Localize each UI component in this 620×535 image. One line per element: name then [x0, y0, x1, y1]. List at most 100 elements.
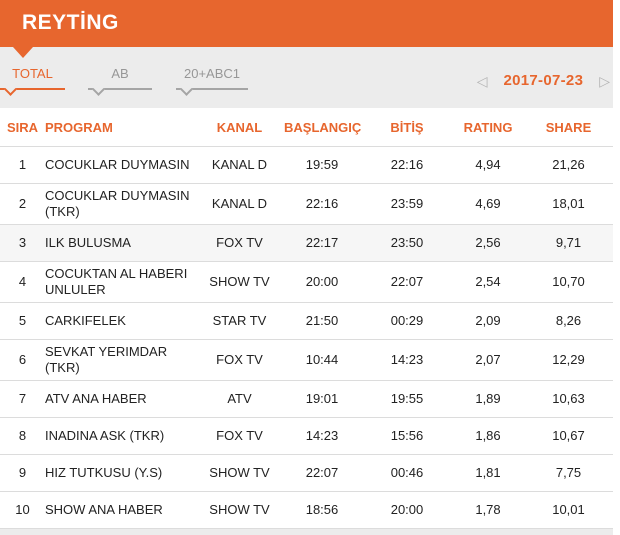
header: REYTİNG [0, 0, 613, 58]
table-row[interactable]: 10 SHOW ANA HABER SHOW TV 18:56 20:00 1,78 10,… [0, 491, 613, 529]
tab-total[interactable]: TOTAL [0, 66, 65, 90]
cell-program: HIZ TUTKUSU (Y.S) [45, 454, 197, 492]
cell-bitis: 14:23 [362, 339, 452, 381]
cell-sira: 1 [0, 146, 45, 184]
cell-sira: 6 [0, 339, 45, 381]
col-bitis: BİTİŞ [362, 108, 452, 147]
tab-ab-label: AB [111, 66, 129, 81]
table-body: 1 COCUKLAR DUYMASIN KANAL D 19:59 22:16 4,94 2… [0, 146, 613, 529]
table-row[interactable]: 8 INADINA ASK (TKR) FOX TV 14:23 15:56 1,86 10… [0, 417, 613, 455]
cell-program: SEVKAT YERIMDAR (TKR) [45, 339, 197, 381]
next-date-icon[interactable]: ▷ [599, 72, 610, 89]
cell-baslangic: 20:00 [282, 261, 362, 303]
cell-share: 10,67 [524, 417, 613, 455]
table-row[interactable]: 6 SEVKAT YERIMDAR (TKR) FOX TV 10:44 14:23 2,… [0, 339, 613, 381]
cell-rating: 1,78 [452, 491, 524, 529]
cell-bitis: 22:07 [362, 261, 452, 303]
cell-program: SHOW ANA HABER [45, 491, 197, 529]
cell-rating: 1,81 [452, 454, 524, 492]
ratings-table: SIRA PROGRAM KANAL BAŞLANGIÇ BİTİŞ RATIN… [0, 108, 613, 529]
cell-kanal: FOX TV [197, 417, 282, 455]
cell-bitis: 20:00 [362, 491, 452, 529]
cell-bitis: 23:59 [362, 183, 452, 225]
cell-program: COCUKTAN AL HABERI UNLULER [45, 261, 197, 303]
cell-rating: 4,94 [452, 146, 524, 184]
col-baslangic: BAŞLANGIÇ [282, 108, 362, 147]
subnav: TOTAL AB 20+ABC1 ◁ 2017-07-23 ▷ [0, 47, 613, 108]
cell-sira: 7 [0, 380, 45, 418]
cell-sira: 10 [0, 491, 45, 529]
cell-share: 10,01 [524, 491, 613, 529]
col-kanal: KANAL [197, 108, 282, 147]
cell-baslangic: 10:44 [282, 339, 362, 381]
cell-share: 10,63 [524, 380, 613, 418]
col-program: PROGRAM [45, 108, 197, 147]
tab-20-abc1-label: 20+ABC1 [183, 66, 240, 81]
cell-baslangic: 21:50 [282, 302, 362, 340]
cell-kanal: ATV [197, 380, 282, 418]
table-row[interactable]: 4 COCUKTAN AL HABERI UNLULER SHOW TV 20:00 2… [0, 261, 613, 303]
col-share: SHARE [524, 108, 613, 147]
cell-kanal: FOX TV [197, 339, 282, 381]
cell-rating: 2,54 [452, 261, 524, 303]
tab-total-label: TOTAL [12, 66, 53, 81]
table-row[interactable]: 1 COCUKLAR DUYMASIN KANAL D 19:59 22:16 4,94 2… [0, 146, 613, 184]
cell-program: ATV ANA HABER [45, 380, 197, 418]
cell-sira: 5 [0, 302, 45, 340]
cell-share: 9,71 [524, 224, 613, 262]
table-row[interactable]: 2 COCUKLAR DUYMASIN (TKR) KANAL D 22:16 23:5… [0, 183, 613, 225]
cell-sira: 4 [0, 261, 45, 303]
cell-share: 10,70 [524, 261, 613, 303]
cell-program: COCUKLAR DUYMASIN [45, 146, 197, 184]
cell-rating: 2,07 [452, 339, 524, 381]
cell-baslangic: 22:17 [282, 224, 362, 262]
cell-kanal: KANAL D [197, 183, 282, 225]
cell-share: 18,01 [524, 183, 613, 225]
cell-program: COCUKLAR DUYMASIN (TKR) [45, 183, 197, 225]
cell-bitis: 00:46 [362, 454, 452, 492]
cell-program: INADINA ASK (TKR) [45, 417, 197, 455]
cell-bitis: 19:55 [362, 380, 452, 418]
cell-rating: 4,69 [452, 183, 524, 225]
table-row[interactable]: 9 HIZ TUTKUSU (Y.S) SHOW TV 22:07 00:46 1,81 7… [0, 454, 613, 492]
cell-rating: 1,86 [452, 417, 524, 455]
cell-share: 12,29 [524, 339, 613, 381]
cell-kanal: FOX TV [197, 224, 282, 262]
table-row[interactable]: 7 ATV ANA HABER ATV 19:01 19:55 1,89 10,63 [0, 380, 613, 418]
cell-baslangic: 22:07 [282, 454, 362, 492]
prev-date-icon[interactable]: ◁ [476, 72, 488, 89]
col-rating: RATING [452, 108, 524, 147]
cell-bitis: 15:56 [362, 417, 452, 455]
table-row[interactable]: 5 CARKIFELEK STAR TV 21:50 00:29 2,09 8,26 [0, 302, 613, 340]
cell-kanal: SHOW TV [197, 261, 282, 303]
cell-kanal: SHOW TV [197, 454, 282, 492]
cell-kanal: STAR TV [197, 302, 282, 340]
cell-baslangic: 18:56 [282, 491, 362, 529]
cell-baslangic: 22:16 [282, 183, 362, 225]
cell-sira: 8 [0, 417, 45, 455]
cell-sira: 3 [0, 224, 45, 262]
cell-kanal: KANAL D [197, 146, 282, 184]
cell-kanal: SHOW TV [197, 491, 282, 529]
cell-rating: 2,09 [452, 302, 524, 340]
selected-date: 2017-07-23 [503, 72, 584, 89]
cell-baslangic: 19:01 [282, 380, 362, 418]
cell-rating: 2,56 [452, 224, 524, 262]
cell-share: 21,26 [524, 146, 613, 184]
cell-program: ILK BULUSMA [45, 224, 197, 262]
cell-sira: 2 [0, 183, 45, 225]
cell-bitis: 00:29 [362, 302, 452, 340]
tab-20-abc1[interactable]: 20+ABC1 [176, 66, 248, 90]
cell-share: 8,26 [524, 302, 613, 340]
date-navigation: ◁ 2017-07-23 ▷ [477, 72, 610, 89]
col-sira: SIRA [0, 108, 45, 147]
cell-bitis: 23:50 [362, 224, 452, 262]
table-row[interactable]: 3 ILK BULUSMA FOX TV 22:17 23:50 2,56 9,71 [0, 224, 613, 262]
cell-share: 7,75 [524, 454, 613, 492]
tab-ab[interactable]: AB [88, 66, 152, 90]
page-title: REYTİNG [22, 11, 119, 34]
cell-program: CARKIFELEK [45, 302, 197, 340]
cell-baslangic: 19:59 [282, 146, 362, 184]
cell-bitis: 22:16 [362, 146, 452, 184]
